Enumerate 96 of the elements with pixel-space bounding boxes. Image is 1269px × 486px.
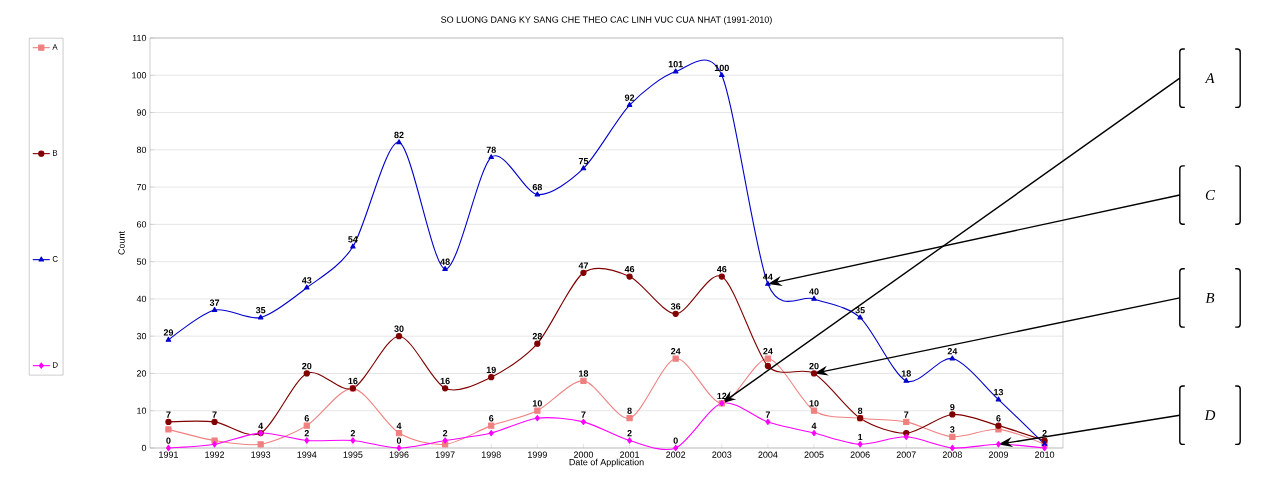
data-label: 6 [304, 415, 309, 422]
data-label: 0 [673, 437, 678, 444]
data-label: 46 [716, 265, 727, 273]
data-label: 10 [532, 400, 542, 407]
x-tick-label: 2006 [850, 451, 870, 458]
data-label: 35 [855, 306, 865, 314]
data-label: 4 [811, 422, 817, 429]
data-label: 20 [302, 362, 312, 370]
data-label: 0 [166, 437, 171, 444]
y-tick-label: 0 [141, 444, 147, 452]
data-label: 28 [532, 333, 543, 340]
data-label: 19 [486, 366, 496, 373]
text: C [1205, 190, 1216, 201]
x-tick-label: 2010 [1035, 451, 1055, 458]
y-tick-label: 20 [136, 370, 147, 377]
data-label: 13 [994, 388, 1004, 396]
data-label: 7 [166, 411, 171, 418]
x-tick-label: 2003 [712, 451, 732, 458]
data-label: 46 [624, 265, 635, 273]
data-label: 12 [717, 392, 727, 400]
data-label: 6 [996, 415, 1001, 422]
x-tick-label: 1994 [297, 451, 317, 458]
x-tick-label: 2005 [804, 451, 824, 458]
x-tick-label: 1995 [343, 451, 363, 458]
x-tick-label: 2002 [666, 451, 686, 458]
data-label: 2 [1042, 430, 1047, 437]
data-label: 6 [489, 415, 494, 422]
data-label: 2 [442, 430, 448, 437]
x-tick-label: 2007 [896, 451, 916, 458]
data-label: 2 [304, 430, 309, 437]
data-label: 82 [394, 131, 404, 139]
data-label: 24 [671, 348, 681, 355]
data-label: 20 [809, 362, 819, 370]
x-tick-label: 1996 [389, 451, 409, 458]
y-tick-label: 110 [132, 34, 147, 42]
y-tick-label: 50 [136, 258, 147, 265]
data-label: 24 [763, 348, 773, 355]
x-tick-label: 2004 [758, 451, 778, 458]
data-label: 30 [394, 325, 404, 332]
data-label: 18 [901, 370, 911, 377]
data-label: 7 [904, 411, 909, 418]
text: B [1205, 293, 1215, 303]
data-label: 7 [212, 411, 217, 418]
x-axis-title: Date of Application [569, 458, 644, 468]
data-label: 47 [578, 262, 589, 269]
y-tick-label: 60 [136, 221, 147, 228]
data-label: 92 [624, 94, 635, 101]
data-label: 16 [348, 377, 358, 385]
y-tick-label: 100 [132, 72, 147, 79]
data-label: 16 [440, 377, 450, 385]
data-label: 4 [396, 422, 402, 429]
text: D [1204, 410, 1216, 421]
x-tick-label: 1997 [435, 451, 455, 458]
data-label: 10 [809, 400, 819, 407]
y-tick-label: 70 [136, 183, 147, 191]
data-label: 43 [301, 277, 312, 284]
y-tick-label: 90 [136, 109, 147, 116]
data-label: 36 [670, 303, 681, 310]
data-label: 7 [581, 411, 586, 418]
y-tick-label: 10 [137, 407, 147, 414]
y-axis-title: Count [118, 231, 125, 255]
data-label: 18 [579, 370, 589, 377]
data-label: 8 [627, 407, 632, 414]
data-label: 48 [440, 258, 450, 265]
data-label: 101 [668, 60, 683, 68]
x-tick-label: 1992 [205, 451, 225, 458]
x-tick-label: 2001 [620, 451, 640, 458]
data-label: 2 [350, 430, 356, 437]
data-label: 75 [578, 158, 589, 165]
text: A [1204, 73, 1215, 84]
x-tick-label: 1999 [528, 451, 547, 458]
x-tick-label: 1998 [481, 451, 501, 458]
x-tick-label: 2008 [942, 451, 962, 458]
data-label: 8 [857, 407, 863, 414]
data-label: 68 [532, 183, 543, 191]
x-tick-label: 2009 [988, 451, 1008, 458]
data-label: 35 [255, 306, 266, 314]
data-label: 4 [258, 422, 264, 429]
data-label: 78 [486, 146, 496, 154]
x-tick-label: 1993 [251, 451, 271, 458]
y-tick-label: 40 [136, 295, 147, 303]
x-tick-label: 1991 [159, 451, 178, 458]
x-tick-label: 2000 [573, 451, 594, 458]
data-label: 0 [396, 437, 402, 444]
chart-title: SO LUONG DANG KY SANG CHE THEO CAC LINH VUC CUA NHAT (1991-2010) [441, 16, 772, 25]
y-tick-label: 80 [136, 146, 147, 153]
data-label: 37 [209, 299, 220, 306]
y-tick-label: 30 [136, 333, 147, 340]
data-label: 2 [627, 430, 632, 437]
data-label: 9 [950, 403, 955, 411]
data-label: 29 [163, 329, 174, 336]
data-label: 3 [950, 426, 955, 433]
data-label: 7 [765, 411, 770, 418]
data-label: 1 [858, 433, 863, 441]
data-label: 24 [947, 348, 958, 355]
data-label: 40 [809, 288, 819, 295]
